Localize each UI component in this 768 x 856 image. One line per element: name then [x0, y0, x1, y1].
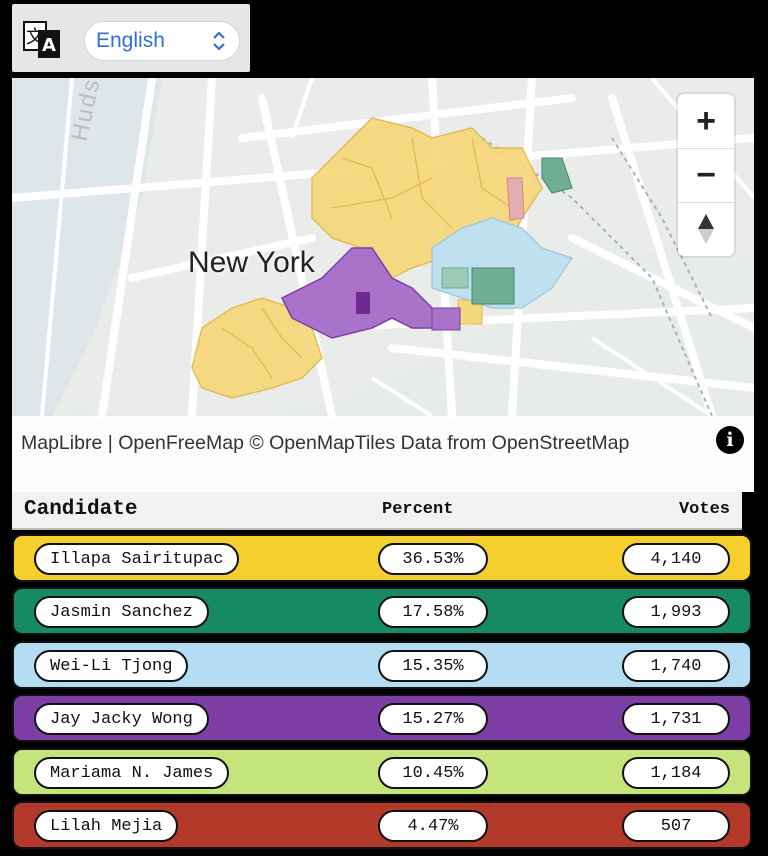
candidate-name: Mariama N. James: [34, 757, 230, 789]
candidate-name: Jasmin Sanchez: [34, 596, 209, 628]
translate-icon: 文 A: [23, 21, 60, 58]
candidate-name: Jay Jacky Wong: [34, 703, 209, 735]
language-select[interactable]: English: [84, 21, 240, 61]
chevron-up-down-icon: [213, 31, 225, 51]
candidate-name: Wei-Li Tjong: [34, 650, 189, 682]
candidate-name: Lilah Mejia: [34, 810, 179, 842]
candidate-percent: 15.27%: [378, 703, 488, 735]
map-city-label: New York: [188, 246, 315, 279]
result-row[interactable]: Jasmin Sanchez 17.58% 1,993: [12, 587, 752, 635]
info-icon[interactable]: i: [716, 426, 744, 454]
candidate-percent: 36.53%: [378, 543, 488, 575]
reset-bearing-button[interactable]: [678, 202, 734, 256]
results-map[interactable]: Hudson New York + − MapLibre | OpenFreeM…: [12, 78, 754, 492]
candidate-percent: 10.45%: [378, 757, 488, 789]
result-row[interactable]: Lilah Mejia 4.47% 507: [12, 801, 752, 849]
result-row[interactable]: Mariama N. James 10.45% 1,184: [12, 748, 752, 796]
result-row[interactable]: Jay Jacky Wong 15.27% 1,731: [12, 694, 752, 742]
header-percent: Percent: [382, 500, 454, 519]
header-votes: Votes: [678, 500, 730, 519]
result-row[interactable]: Wei-Li Tjong 15.35% 1,740: [12, 641, 752, 689]
attribution-text: MapLibre | OpenFreeMap © OpenMapTiles Da…: [21, 432, 630, 454]
zoom-out-button[interactable]: −: [678, 148, 734, 203]
candidate-votes: 1,740: [622, 650, 730, 682]
candidate-percent: 15.35%: [378, 650, 488, 682]
header-candidate: Candidate: [24, 498, 138, 521]
compass-icon: [698, 214, 714, 244]
candidate-votes: 1,993: [622, 596, 730, 628]
language-bar: 文 A English: [12, 4, 250, 72]
map-navigation-control: + −: [678, 94, 734, 256]
svg-text:A: A: [42, 35, 56, 56]
map-attribution: MapLibre | OpenFreeMap © OpenMapTiles Da…: [12, 416, 754, 492]
candidate-percent: 4.47%: [378, 810, 488, 842]
language-select-value: English: [96, 29, 165, 52]
candidate-votes: 1,184: [622, 757, 730, 789]
candidate-votes: 4,140: [622, 543, 730, 575]
results-table-header: Candidate Percent Votes: [12, 492, 742, 530]
result-row[interactable]: Illapa Sairitupac 36.53% 4,140: [12, 534, 752, 582]
zoom-in-button[interactable]: +: [678, 94, 734, 149]
candidate-name: Illapa Sairitupac: [34, 543, 240, 575]
candidate-percent: 17.58%: [378, 596, 488, 628]
candidate-votes: 1,731: [622, 703, 730, 735]
candidate-votes: 507: [622, 810, 730, 842]
